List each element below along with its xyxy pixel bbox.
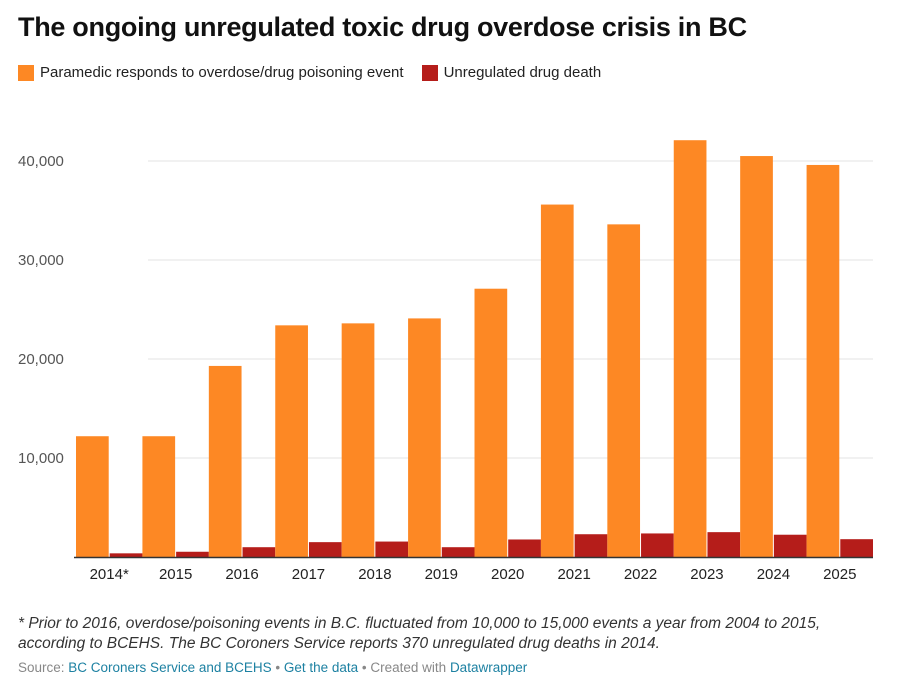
bar-death [707,532,741,557]
bar-paramedic [806,164,840,557]
x-tick-label: 2017 [292,566,325,583]
source-link[interactable]: BC Coroners Service and BCEHS [68,660,272,675]
x-tick-label: 2022 [624,566,657,583]
legend-swatch [421,64,438,81]
legend-label: Paramedic responds to overdose/drug pois… [40,64,404,81]
y-tick-label: 10,000 [18,450,64,467]
x-tick-label: 2020 [491,566,524,583]
datawrapper-link[interactable]: Datawrapper [449,660,528,675]
bar-death [242,547,276,557]
legend-item-deaths: Unregulated drug death [421,64,602,81]
legend-swatch [18,64,34,81]
y-tick-label: 20,000 [18,351,64,368]
bar-death [574,534,608,557]
x-tick-label: 2025 [823,566,856,583]
bar-death [109,553,143,557]
bar-death [641,533,674,557]
y-tick-label: 30,000 [18,252,64,269]
bar-paramedic [208,365,242,557]
bar-death [308,542,342,557]
bar-paramedic [341,323,375,557]
bar-paramedic [607,224,641,558]
legend: Paramedic responds to overdose/drug pois… [18,64,601,81]
bar-death [375,541,409,557]
bar-chart: 10,000 20,000 30,000 40,000 2014* 2015 2016 201… [18,140,873,583]
bar-paramedic [673,140,707,557]
x-tick-label: 2021 [557,566,590,583]
get-data-link[interactable]: Get the data [283,660,359,675]
bar-death [176,551,209,557]
legend-label: Unregulated drug death [443,64,602,81]
x-tick-label: 2019 [425,566,458,583]
bar-paramedic [408,318,441,557]
source-line: Source: BC Coroners Service and BCEHS • … [18,660,527,675]
x-tick-label: 2014* [90,566,129,583]
separator: • [271,660,284,675]
x-tick-label: 2023 [690,566,723,583]
footnote: * Prior to 2016, overdose/poisoning even… [18,615,821,652]
x-tick-label: 2015 [159,566,192,583]
x-tick-label: 2018 [358,566,391,583]
bar-death [508,539,541,557]
bar-paramedic [740,156,773,558]
created-with: • Created with [358,660,450,675]
x-tick-label: 2024 [757,566,790,583]
bar-paramedic [540,204,574,557]
bar-death [840,539,873,557]
bar-paramedic [474,288,508,557]
bar-paramedic [76,436,109,557]
chart-title: The ongoing unregulated toxic drug overd… [18,12,747,42]
bar-paramedic [142,436,176,557]
bar-death [773,534,807,557]
y-tick-label: 40,000 [18,153,64,170]
x-tick-label: 2016 [225,566,258,583]
source-prefix: Source: [18,660,69,675]
bar-death [441,547,475,557]
legend-item-paramedic: Paramedic responds to overdose/drug pois… [18,64,404,81]
bar-paramedic [275,325,308,557]
